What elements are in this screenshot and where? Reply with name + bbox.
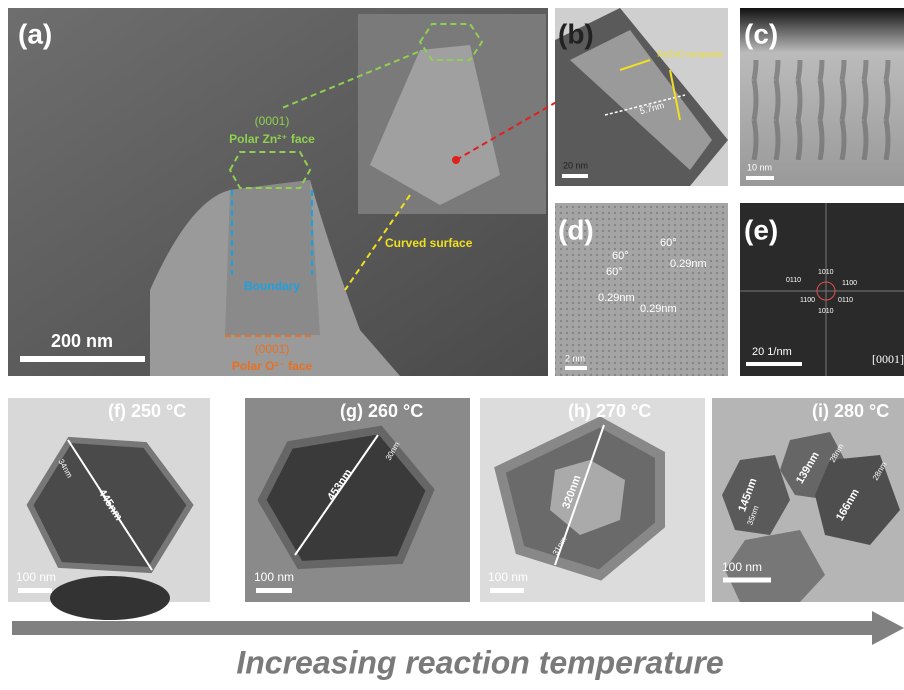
- panel-f: (f) 250 °C 445nm 34nm 100 nm: [8, 398, 210, 620]
- face-label: (0001̄): [255, 342, 290, 356]
- panel-label: (h) 270 °C: [568, 401, 651, 421]
- spot-label: 1010: [818, 308, 834, 315]
- boundary-label: Boundary: [244, 279, 300, 293]
- panel-g: (g) 260 °C 453nm 30nm 100 nm: [245, 398, 470, 602]
- temperature-arrow: Increasing reaction temperature: [12, 611, 904, 680]
- panel-h: (h) 270 °C 320nm 31nm 100 nm: [480, 398, 705, 602]
- panel-label: (g) 260 °C: [340, 401, 423, 421]
- face-label: (0001): [255, 114, 290, 128]
- scale-label: 100 nm: [16, 570, 56, 584]
- face-name: Polar O²⁻ face: [232, 359, 313, 373]
- panel-label: (e): [744, 214, 778, 245]
- scale-label: 20 nm: [563, 160, 588, 170]
- spot-label: 1010: [818, 269, 834, 276]
- scale-label: 100 nm: [254, 570, 294, 584]
- scale-label: 200 nm: [51, 331, 113, 351]
- scale-label: 100 nm: [488, 570, 528, 584]
- spot-label: 1100: [800, 297, 815, 304]
- scale-label: 100 nm: [722, 560, 762, 574]
- spacing-label: 0.29nm: [598, 292, 635, 304]
- panel-label: (d): [558, 214, 594, 245]
- spot-label: 1100: [842, 280, 857, 287]
- panel-d: (d) 60° 60° 60° 0.29nm 0.29nm 0.29nm 2 n…: [555, 203, 728, 376]
- scale-label: 10 nm: [747, 162, 772, 172]
- spot-label: 0110: [838, 297, 853, 304]
- panel-e: (e) 1010 0110 1100 1100 0110 1010 20 1/n…: [740, 203, 904, 376]
- zone-label: [0001]: [872, 352, 904, 366]
- panel-label: (a): [18, 18, 52, 49]
- curved-label: Curved surface: [385, 236, 473, 250]
- panel-label: (f) 250 °C: [108, 401, 186, 421]
- spacing-label: 0.29nm: [640, 303, 677, 315]
- panel-i: (i) 280 °C 145nm 139nm 166nm 35nm 28nm 2…: [712, 398, 904, 602]
- panel-label: (b): [558, 18, 594, 49]
- page: {"panel_a": {"label": "(a)", "top_face":…: [0, 0, 904, 685]
- angle-label: 60°: [612, 250, 629, 262]
- panel-a: (a) (0001) Polar Zn²⁺ face Boundary Curv…: [8, 8, 560, 376]
- panel-label: (i) 280 °C: [812, 401, 889, 421]
- angle-label: 60°: [606, 266, 623, 278]
- panel-b: (b) Fe/ZnO composite 5.7nm 20 nm: [555, 8, 728, 186]
- spot-label: 0110: [786, 277, 801, 284]
- panel-c: (c) 10 nm: [740, 8, 904, 186]
- face-name: Polar Zn²⁺ face: [229, 132, 315, 146]
- spacing-label: 0.29nm: [670, 258, 707, 270]
- annotation: Fe/ZnO composite: [657, 50, 723, 59]
- scale-label: 2 nm: [565, 353, 585, 363]
- caption: Increasing reaction temperature: [236, 644, 723, 680]
- scale-label: 20 1/nm: [752, 346, 792, 358]
- panel-label: (c): [744, 18, 778, 49]
- angle-label: 60°: [660, 237, 677, 249]
- figure: (a) (0001) Polar Zn²⁺ face Boundary Curv…: [0, 0, 904, 685]
